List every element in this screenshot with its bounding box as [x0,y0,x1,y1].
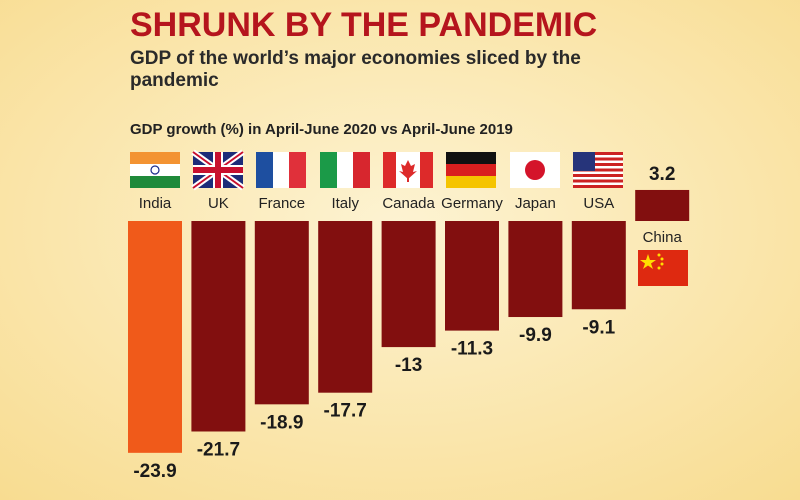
bar [381,221,436,348]
category-label: Germany [441,195,503,212]
flag [510,152,560,188]
value-label: 3.2 [649,164,675,185]
category-label: Canada [382,195,435,212]
bar [571,221,626,310]
bar [508,221,563,318]
flag [256,152,306,188]
category-label: Japan [515,195,556,212]
flag [383,152,433,188]
value-label: -11.3 [451,339,493,360]
value-label: -13 [395,355,422,376]
flag [573,152,623,188]
subtitle: pandemic [130,70,219,91]
bar [254,221,309,405]
value-label: -21.7 [197,439,240,460]
flag [446,152,496,188]
value-label: -9.1 [582,317,615,338]
bar [128,221,182,453]
value-label: -18.9 [260,412,303,433]
chart-title: SHRUNK BY THE PANDEMIC [130,6,597,44]
bar [445,221,499,331]
category-label: China [643,229,683,246]
axis-label: GDP growth (%) in April-June 2020 vs Apr… [130,121,513,138]
subtitle: GDP of the world’s major economies slice… [130,48,581,69]
flag [130,152,180,188]
bar [635,189,690,221]
flags [130,149,688,286]
category-label: UK [208,195,229,212]
value-label: -17.7 [324,401,367,422]
flag [638,250,688,286]
bar [191,221,246,432]
category-label: Italy [331,195,359,212]
category-label: India [139,195,172,212]
value-label: -9.9 [519,325,552,346]
bar [318,221,373,393]
category-label: USA [583,195,614,212]
flag [191,149,245,191]
category-label: France [258,195,305,212]
flag [320,152,370,188]
value-label: -23.9 [133,461,176,482]
